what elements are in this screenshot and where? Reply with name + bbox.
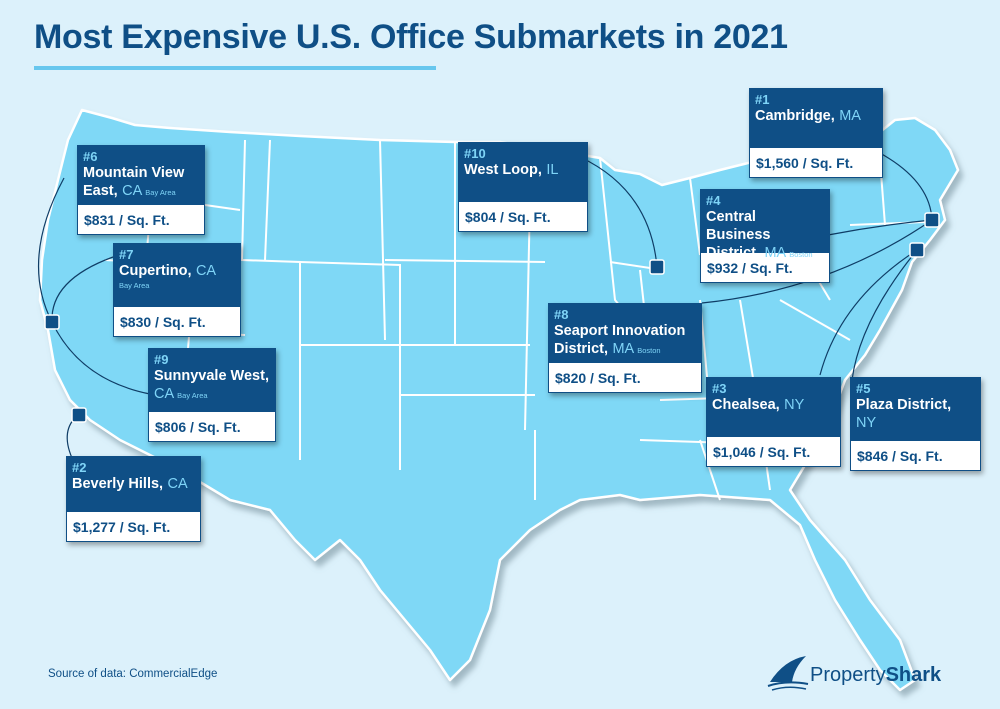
card-cambridge: #1 Cambridge, MA $1,560 / Sq. Ft. (749, 88, 883, 178)
marker-beverly-hills (71, 407, 87, 423)
card-name: Beverly Hills, (72, 476, 164, 492)
card-price: $846 / Sq. Ft. (857, 448, 943, 464)
card-price: $831 / Sq. Ft. (84, 212, 170, 228)
card-state: NY (856, 415, 877, 431)
marker-chicago (649, 259, 665, 275)
card-rank: #10 (464, 146, 486, 161)
title-underline (34, 66, 436, 70)
card-sub: Boston (789, 250, 813, 259)
card-plaza-district: #5 Plaza District, NY $846 / Sq. Ft. (850, 377, 981, 471)
connector-lines (38, 151, 933, 459)
card-seaport-innovation-district: #8 Seaport Innovation District, MA Boston… (548, 303, 702, 393)
card-name: Mountain View East, (83, 165, 185, 199)
card-sub: Boston (637, 346, 661, 355)
card-sub: Bay Area (177, 391, 208, 400)
card-state: IL (546, 162, 559, 178)
card-price: $1,560 / Sq. Ft. (756, 155, 854, 171)
location-markers (44, 212, 940, 423)
card-price: $1,046 / Sq. Ft. (713, 444, 811, 460)
card-price: $1,277 / Sq. Ft. (73, 519, 171, 535)
card-rank: #8 (554, 307, 569, 322)
card-chealsea: #3 Chealsea, NY $1,046 / Sq. Ft. (706, 377, 841, 467)
card-central-business-district: #4 Central Business District, MA Boston $… (700, 189, 830, 283)
card-price: $804 / Sq. Ft. (465, 209, 551, 225)
card-name: Sunnyvale West, (154, 368, 269, 384)
card-rank: #5 (856, 381, 871, 396)
page-title: Most Expensive U.S. Office Submarkets in… (34, 18, 788, 56)
card-name: Cupertino, (119, 263, 192, 279)
card-name: West Loop, (464, 162, 542, 178)
card-state: NY (784, 397, 805, 413)
card-sunnyvale-west: #9 Sunnyvale West, CA Bay Area $806 / Sq.… (148, 348, 276, 442)
card-name: Cambridge, (755, 108, 835, 124)
card-state: CA (195, 263, 217, 279)
card-name: Chealsea, (712, 397, 780, 413)
card-name: Seaport Innovation District, (554, 323, 686, 357)
marker-boston (924, 212, 940, 228)
card-rank: #2 (72, 460, 87, 475)
card-rank: #3 (712, 381, 727, 396)
card-beverly-hills: #2 Beverly Hills, CA $1,277 / Sq. Ft. (66, 456, 201, 542)
card-state: MA (764, 245, 787, 261)
marker-new-york (909, 242, 925, 258)
card-name: Plaza District, (856, 397, 952, 413)
card-state: CA (122, 183, 143, 199)
card-mountain-view-east: #6 Mountain View East, CA Bay Area $831 /… (77, 145, 205, 235)
card-rank: #4 (706, 193, 721, 208)
card-sub: Bay Area (145, 188, 176, 197)
card-price: $820 / Sq. Ft. (555, 370, 641, 386)
card-price: $830 / Sq. Ft. (120, 314, 206, 330)
card-cupertino: #7 Cupertino, CA Bay Area $830 / Sq. Ft. (113, 243, 241, 337)
logo-property: Property (810, 664, 886, 686)
logo-wordmark: PropertyShark (810, 664, 941, 687)
marker-bay-area (44, 314, 60, 330)
card-rank: #7 (119, 247, 134, 262)
source-note: Source of data: CommercialEdge (48, 668, 218, 680)
card-price: $932 / Sq. Ft. (707, 260, 793, 276)
card-sub: Bay Area (119, 281, 150, 290)
card-state: MA (612, 341, 635, 357)
card-state: CA (154, 386, 175, 402)
shark-fin-icon (767, 656, 809, 691)
card-name: Central Business District, (706, 209, 771, 261)
card-state: MA (839, 108, 861, 124)
card-rank: #9 (154, 352, 169, 367)
card-price: $806 / Sq. Ft. (155, 419, 241, 435)
card-rank: #1 (755, 92, 770, 107)
card-rank: #6 (83, 149, 98, 164)
logo-shark: Shark (885, 664, 942, 686)
card-west-loop: #10 West Loop, IL $804 / Sq. Ft. (458, 142, 588, 232)
card-state: CA (167, 476, 188, 492)
